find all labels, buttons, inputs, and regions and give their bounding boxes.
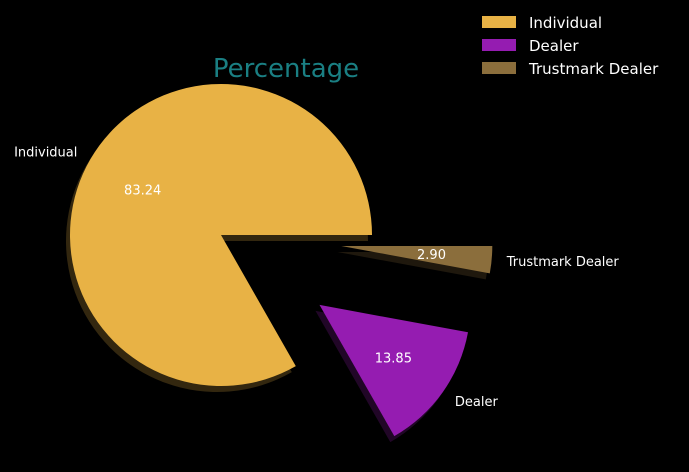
- legend-label-individual: Individual: [529, 14, 602, 32]
- legend-swatch-trustmark-dealer: [482, 62, 516, 74]
- pie-slices: [69, 84, 493, 437]
- legend-label-trustmark-dealer: Trustmark Dealer: [528, 60, 659, 78]
- slice-dealer: [319, 304, 468, 437]
- slice-labels: 83.24 Individual 13.85 Dealer 2.90 Trustmark …: [14, 146, 619, 411]
- slice-category-label-trustmark-dealer: Trustmark Dealer: [506, 255, 620, 270]
- legend-label-dealer: Dealer: [529, 37, 579, 55]
- slice-value-label-individual: 83.24: [124, 183, 161, 198]
- legend: Individual Dealer Trustmark Dealer: [482, 14, 659, 78]
- slice-value-label-trustmark-dealer: 2.90: [417, 248, 446, 263]
- slice-individual: [69, 84, 372, 387]
- chart-title: Percentage: [213, 54, 359, 84]
- slice-category-label-dealer: Dealer: [455, 395, 499, 410]
- legend-swatch-dealer: [482, 39, 516, 51]
- slice-category-label-individual: Individual: [14, 146, 77, 161]
- slice-value-label-dealer: 13.85: [375, 351, 412, 366]
- legend-swatch-individual: [482, 16, 516, 28]
- slice-trustmark-dealer: [341, 245, 493, 274]
